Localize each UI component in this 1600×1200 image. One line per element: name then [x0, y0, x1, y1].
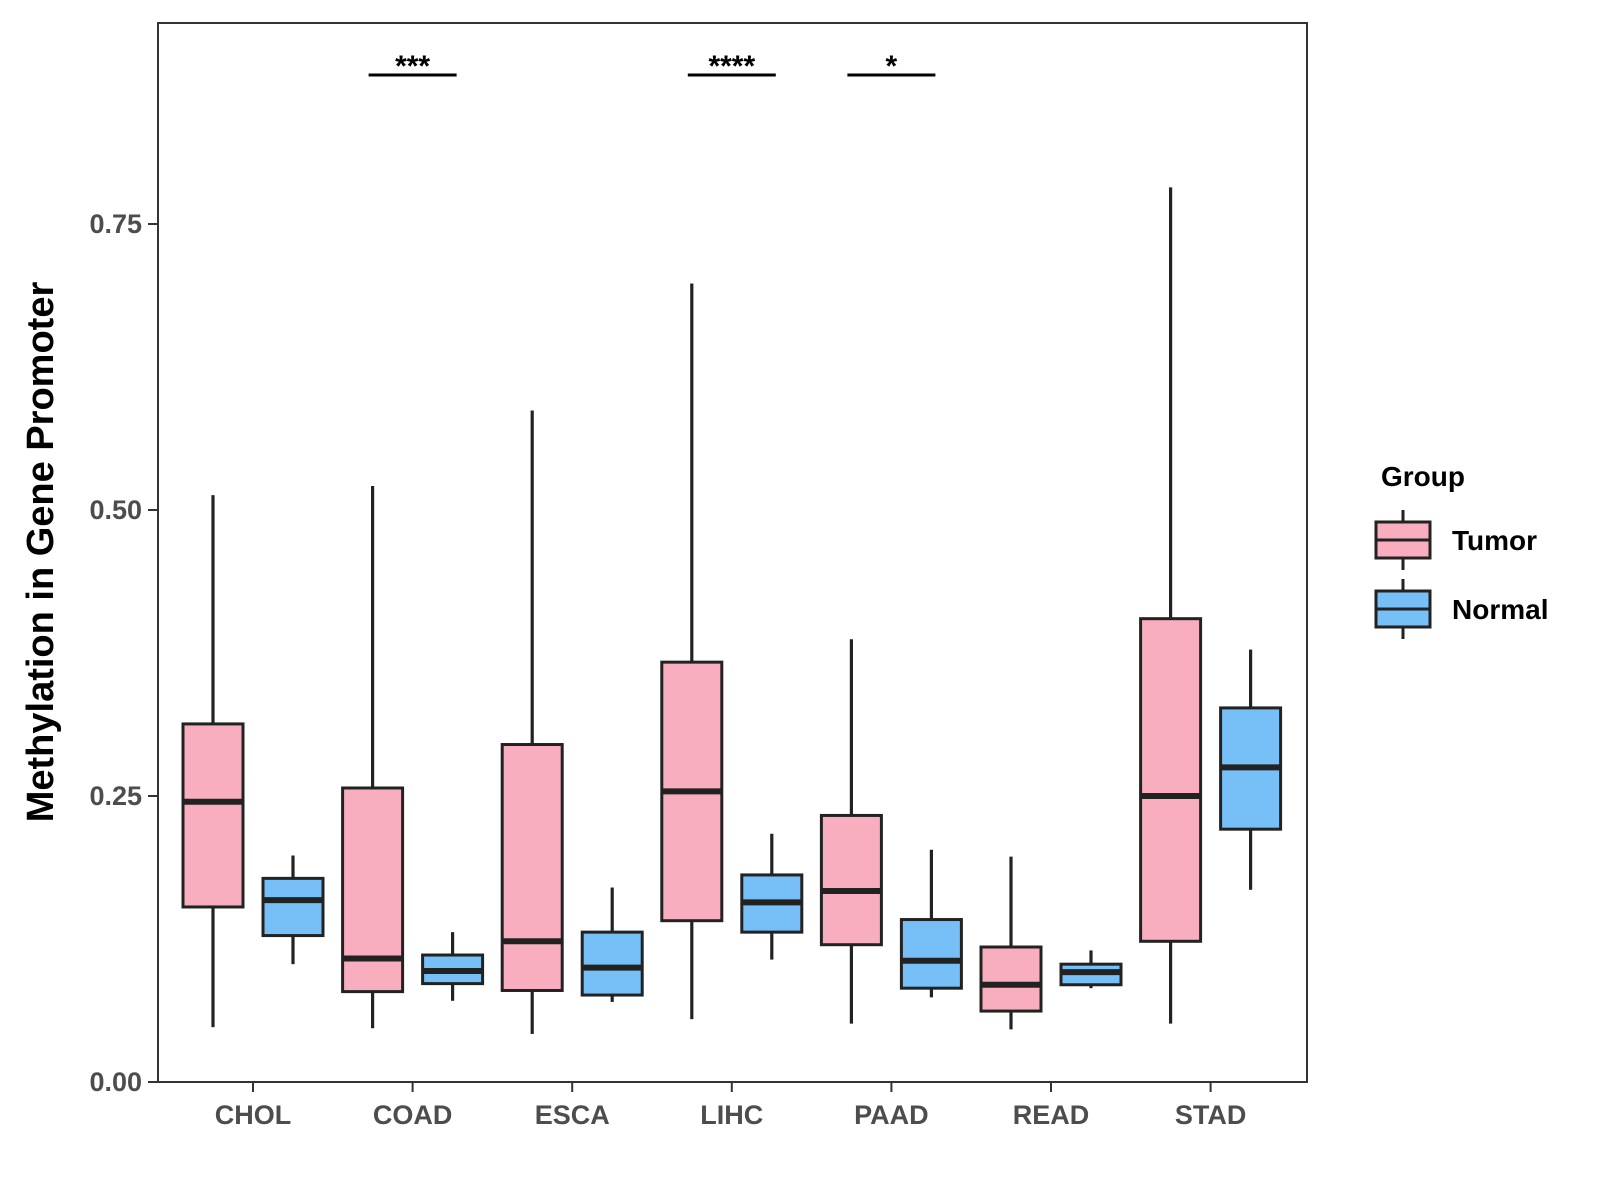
- legend-label: Normal: [1452, 594, 1548, 625]
- box-tumor-coad: [341, 485, 405, 1029]
- box-iqr: [181, 722, 245, 909]
- x-tick-label: STAD: [1175, 1100, 1247, 1130]
- x-tick-label: COAD: [373, 1100, 453, 1130]
- box-normal-coad: [421, 932, 485, 1001]
- box-normal-esca: [580, 887, 644, 1002]
- legend-title: Group: [1381, 461, 1465, 492]
- significance-coad: ***: [368, 50, 457, 83]
- plot-panel: [157, 22, 1308, 1083]
- significance-lihc: ****: [687, 50, 776, 83]
- legend: Group Tumor Normal: [1374, 461, 1548, 639]
- x-tick-label: READ: [1013, 1100, 1090, 1130]
- box-tumor-stad: [1139, 187, 1203, 1024]
- y-axis-title: Methylation in Gene Promoter: [20, 282, 62, 823]
- legend-item-tumor: Tumor: [1374, 510, 1537, 570]
- box-iqr: [979, 945, 1043, 1013]
- legend-label: Tumor: [1452, 525, 1537, 556]
- box-tumor-esca: [500, 410, 564, 1034]
- box-normal-read: [1059, 950, 1123, 989]
- box-normal-stad: [1219, 649, 1283, 890]
- x-tick-label: LIHC: [700, 1100, 763, 1130]
- significance-label: ****: [708, 50, 755, 83]
- box-tumor-lihc: [660, 283, 724, 1020]
- box-iqr: [500, 743, 564, 992]
- box-normal-paad: [899, 849, 963, 998]
- box-iqr: [899, 918, 963, 990]
- box-iqr: [819, 813, 883, 947]
- box-tumor-paad: [819, 639, 883, 1024]
- significance-paad: *: [847, 50, 936, 83]
- box-normal-lihc: [740, 833, 804, 960]
- box-iqr: [261, 876, 325, 938]
- x-tick-label: CHOL: [215, 1100, 292, 1130]
- box-iqr: [1139, 617, 1203, 943]
- y-tick-label: 0.00: [89, 1067, 142, 1097]
- x-tick-label: PAAD: [854, 1100, 929, 1130]
- y-tick-label: 0.50: [89, 495, 142, 525]
- x-tick-label: ESCA: [535, 1100, 610, 1130]
- y-tick-label: 0.75: [89, 209, 142, 239]
- box-tumor-read: [979, 856, 1043, 1030]
- legend-item-normal: Normal: [1374, 579, 1548, 639]
- y-tick-label: 0.25: [89, 781, 142, 811]
- box-iqr: [580, 930, 644, 997]
- box-tumor-chol: [181, 495, 245, 1028]
- significance-label: ***: [395, 50, 430, 83]
- box-normal-chol: [261, 855, 325, 965]
- significance-label: *: [886, 50, 898, 83]
